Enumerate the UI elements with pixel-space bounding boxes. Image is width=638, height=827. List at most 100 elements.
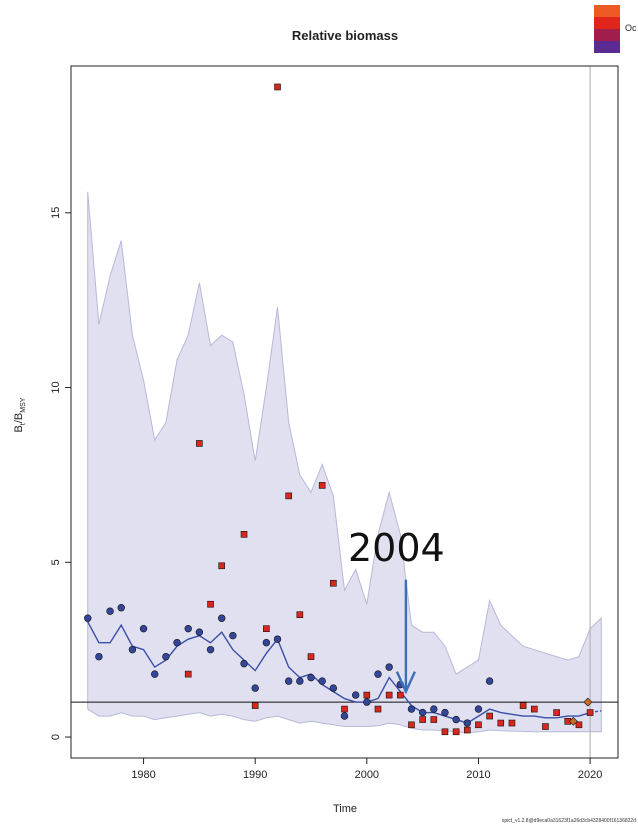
index-point-square — [419, 716, 426, 723]
index-point-square — [285, 492, 292, 500]
index-point-circle — [307, 673, 315, 682]
index-point-square — [251, 702, 259, 709]
index-point-circle — [229, 631, 237, 640]
legend: Oc — [594, 5, 637, 53]
index-point-square — [475, 721, 482, 729]
index-point-square — [307, 653, 315, 660]
index-point-circle — [485, 677, 494, 685]
index-point-square — [553, 709, 560, 716]
index-point-square — [207, 600, 214, 608]
index-point-square — [530, 705, 538, 713]
plot-area — [71, 66, 618, 758]
index-point-square — [296, 611, 304, 619]
index-point-square — [508, 719, 516, 727]
y-label-b: B — [13, 425, 25, 432]
index-point-circle — [385, 663, 393, 671]
x-tick-label: 1980 — [131, 769, 155, 781]
index-point-square — [586, 709, 594, 716]
index-point-square — [497, 719, 505, 727]
index-point-square — [318, 482, 326, 489]
index-point-circle — [151, 670, 159, 678]
index-point-square — [408, 721, 415, 729]
index-point-square — [240, 531, 248, 538]
index-point-circle — [284, 677, 293, 685]
index-point-circle — [95, 652, 103, 661]
index-point-circle — [218, 614, 226, 622]
index-point-circle — [240, 659, 248, 668]
x-axis-label: Time — [333, 803, 357, 815]
index-point-square — [463, 726, 471, 734]
index-point-circle — [128, 645, 137, 654]
index-point-square — [519, 702, 527, 709]
index-point-square — [218, 562, 226, 570]
estimate-line — [87, 621, 591, 724]
index-point-circle — [139, 624, 148, 633]
legend-swatch-2 — [594, 17, 620, 29]
index-point-square — [486, 712, 493, 720]
index-point-circle — [441, 708, 449, 717]
index-point-circle — [273, 635, 282, 643]
index-point-circle — [296, 677, 304, 685]
index-point-circle — [340, 712, 349, 720]
legend-swatch-3 — [594, 29, 620, 41]
index-point-square — [452, 728, 460, 736]
annotation-year: 2004 — [348, 526, 445, 570]
forecast-point-diamond — [583, 697, 593, 707]
index-point-square — [341, 705, 348, 713]
index-point-circle — [262, 638, 271, 647]
index-point-circle — [407, 705, 416, 713]
x-tick-label: 2000 — [355, 769, 379, 781]
index-point-square — [430, 716, 438, 723]
index-point-square — [575, 721, 583, 729]
y-label-mid: /B — [13, 413, 25, 423]
index-point-circle — [474, 705, 483, 713]
index-point-circle — [195, 628, 204, 636]
x-tick-label: 2020 — [578, 769, 602, 781]
index-point-square — [184, 670, 192, 678]
index-point-circle — [418, 708, 427, 717]
y-tick-label: 5 — [50, 559, 62, 565]
index-point-square — [385, 691, 393, 699]
index-point-square — [441, 728, 449, 736]
index-point-circle — [463, 719, 471, 727]
index-point-square — [363, 691, 371, 699]
index-point-circle — [184, 624, 192, 633]
y-tick-label: 0 — [50, 734, 62, 740]
y-axis-label: Bt/BMSY — [13, 397, 27, 432]
y-label-sub-msy: MSY — [20, 397, 27, 413]
index-point-circle — [430, 705, 438, 713]
legend-label: Oc — [625, 23, 637, 33]
y-axis: 0 5 10 15 — [50, 207, 71, 740]
legend-swatch-4 — [594, 41, 620, 53]
footer-version: spict_v1.2.8@d9eca0a31623f1a26d3cb432840… — [502, 818, 636, 824]
forecast-point-diamond — [568, 716, 578, 726]
y-tick-label: 10 — [50, 381, 62, 393]
plot-frame — [70, 65, 619, 759]
x-tick-label: 1990 — [243, 769, 267, 781]
confidence-band — [87, 191, 602, 734]
index-point-circle — [173, 638, 181, 647]
index-point-circle — [162, 652, 170, 661]
index-point-circle — [318, 677, 326, 685]
index-point-circle — [251, 684, 259, 692]
legend-swatch-1 — [594, 5, 620, 17]
index-point-circle — [84, 614, 92, 622]
annotation-arrow-head — [395, 671, 416, 695]
index-point-square — [196, 440, 203, 447]
chart-title: Relative biomass — [292, 28, 398, 43]
index-point-circle — [374, 670, 382, 678]
index-point-square — [374, 705, 382, 713]
index-point-square — [274, 83, 281, 91]
index-point-square — [542, 723, 549, 730]
index-point-circle — [117, 604, 125, 612]
index-point-circle — [206, 645, 215, 654]
y-label-sub-t: t — [20, 423, 27, 425]
x-axis: 1980 1990 2000 2010 2020 — [131, 758, 602, 781]
index-point-circle — [329, 684, 338, 692]
index-point-circle — [363, 698, 371, 706]
index-point-square — [330, 579, 337, 587]
index-point-square — [263, 625, 270, 632]
index-point-circle — [106, 607, 114, 615]
y-tick-label: 15 — [50, 207, 62, 219]
